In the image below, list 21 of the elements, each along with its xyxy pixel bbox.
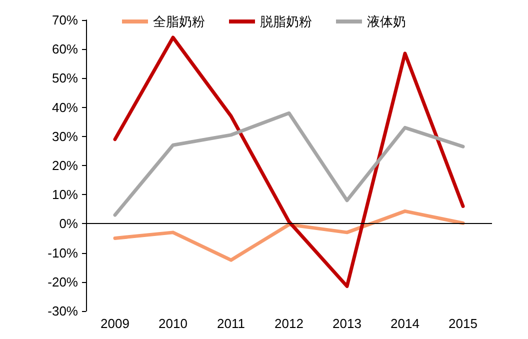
y-tick-label: 40% (52, 100, 78, 115)
y-tick-label: 20% (52, 158, 78, 173)
legend-label: 全脂奶粉 (153, 14, 205, 29)
legend-label: 液体奶 (367, 14, 406, 29)
y-tick-label: -10% (48, 245, 78, 260)
x-tick-label: 2012 (274, 316, 304, 331)
y-tick-label: 30% (52, 128, 78, 144)
x-tick-label: 2011 (217, 316, 245, 331)
y-tick-label: -30% (48, 304, 78, 318)
x-tick-label: 2015 (448, 316, 478, 331)
y-tick-label: 10% (52, 187, 78, 202)
y-tick-label: 50% (52, 70, 78, 86)
y-tick-label: 70% (52, 12, 78, 28)
x-tick-label: 2009 (100, 316, 130, 331)
x-tick-label: 2010 (158, 316, 188, 331)
legend-label: 脱脂奶粉 (260, 14, 312, 29)
x-tick-label: 2013 (332, 316, 362, 331)
y-tick-label: 60% (52, 42, 78, 57)
y-tick-label: 0% (59, 216, 78, 232)
x-tick-label: 2014 (390, 316, 420, 331)
y-tick-label: -20% (48, 274, 78, 290)
